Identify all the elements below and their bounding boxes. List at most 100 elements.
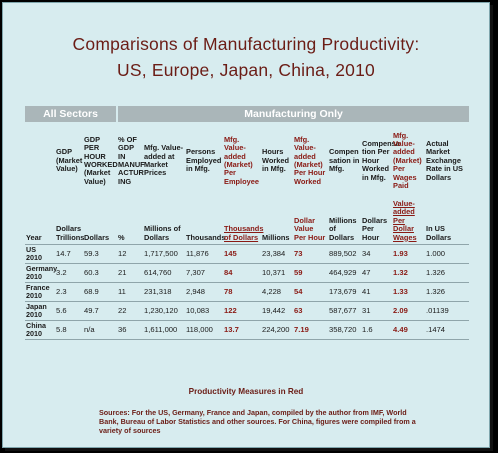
table-cell: 13.7: [223, 320, 262, 341]
country-name: US: [26, 245, 36, 255]
column-unit: Thousands: [185, 200, 225, 246]
column-header: % OF GDP IN MANUF ACTUR ING: [118, 134, 145, 186]
table-cell: 54: [293, 282, 329, 303]
country-name: Japan: [26, 302, 47, 312]
table-cell: 464,929: [328, 263, 362, 284]
document-frame: Comparisons of Manufacturing Productivit…: [2, 2, 490, 448]
page-title: Comparisons of Manufacturing Productivit…: [3, 31, 489, 83]
table-cell: 10,083: [185, 301, 224, 322]
column-header: Mfg. Value-added at Market Prices: [144, 143, 184, 178]
title-line-2: US, Europe, Japan, China, 2010: [117, 60, 375, 80]
table-cell: 49.7: [83, 301, 118, 322]
table-cell: 34: [361, 244, 393, 265]
country-year: 2010: [26, 291, 42, 301]
row-country: France 2010: [25, 282, 55, 303]
table-cell: 36: [117, 320, 144, 341]
table-row: Japan 2010 5.6 49.7 22 1,230,120 10,083 122 19,4…: [25, 301, 470, 322]
table-cell: .1474: [425, 320, 470, 341]
table-cell: 21: [117, 263, 144, 284]
table-cell: 59: [293, 263, 329, 284]
column-header: Mfg. Value-added (Market) Per Employee: [224, 134, 259, 186]
table-cell: .01139: [425, 301, 470, 322]
country-year: 2010: [26, 329, 42, 339]
table-cell: 78: [223, 282, 262, 303]
country-year: 2010: [26, 253, 42, 263]
table-cell: 224,200: [261, 320, 294, 341]
table-cell: 59.3: [83, 244, 118, 265]
table-cell: n/a: [83, 320, 118, 341]
table-cell: 1.6: [361, 320, 393, 341]
table-cell: 614,760: [143, 263, 186, 284]
country-name: China: [26, 321, 46, 331]
table-cell: 1.000: [425, 244, 470, 265]
country-name: Germany: [26, 264, 58, 274]
title-line-1: Comparisons of Manufacturing Productivit…: [72, 34, 420, 54]
table-cell: 10,371: [261, 263, 294, 284]
table-cell: 47: [361, 263, 393, 284]
table-cell: 1,611,000: [143, 320, 186, 341]
column-unit: %: [117, 200, 144, 246]
table-cell: 889,502: [328, 244, 362, 265]
column-unit: Year: [25, 200, 55, 246]
column-header: GDP (Market Value): [56, 147, 83, 174]
section-band-row: All Sectors Manufacturing Only: [25, 106, 470, 122]
row-country: Japan 2010: [25, 301, 55, 322]
table-row: Germany 2010 3.2 60.3 21 614,760 7,307 84 10,371…: [25, 263, 470, 284]
table-cell: 7.19: [293, 320, 329, 341]
table-cell: 2.09: [392, 301, 426, 322]
column-header: [25, 122, 55, 200]
column-header: GDP PER HOUR WORKED (Market Value): [84, 134, 118, 186]
column-header: Compensa tion Per Hour Worked in Mfg.: [362, 138, 400, 182]
table-cell: 73: [293, 244, 329, 265]
column-unit: Dollars Per Hour: [361, 200, 393, 246]
column-unit: Millions of Dollars: [328, 200, 362, 246]
table-cell: 2.3: [55, 282, 83, 303]
table-cell: 1.93: [392, 244, 426, 265]
country-name: France: [26, 283, 50, 293]
column-header: Persons Employed in Mfg.: [186, 147, 222, 174]
productivity-table-wrapper: All Sectors Manufacturing Only GDP (Mark…: [25, 106, 470, 341]
table-row: China 2010 5.8 n/a 36 1,611,000 118,000 13.7 224…: [25, 320, 470, 341]
table-row: US 2010 14.7 59.3 12 1,717,500 11,876 145 23,384…: [25, 244, 470, 265]
table-cell: 11,876: [185, 244, 224, 265]
column-unit: Thousands of Dollars: [223, 200, 263, 246]
productivity-note: Productivity Measures in Red: [188, 387, 304, 396]
table-cell: 60.3: [83, 263, 118, 284]
table-cell: 23,384: [261, 244, 294, 265]
country-year: 2010: [26, 272, 42, 282]
table-cell: 7,307: [185, 263, 224, 284]
table-cell: 2,948: [185, 282, 224, 303]
table-cell: 1.33: [392, 282, 426, 303]
table-cell: 1,230,120: [143, 301, 186, 322]
column-header-row: GDP (Market Value) GDP PER HOUR WORKED (M…: [25, 122, 469, 200]
table-cell: 4.49: [392, 320, 426, 341]
table-cell: 122: [223, 301, 262, 322]
table-cell: 1.326: [425, 263, 470, 284]
column-header: Hours Worked in Mfg.: [262, 147, 289, 174]
row-country: US 2010: [25, 244, 55, 265]
country-year: 2010: [26, 310, 42, 320]
table-cell: 63: [293, 301, 329, 322]
table-cell: 4,228: [261, 282, 294, 303]
column-header: Mfg. Value-added (Market) Per Hour Worke…: [294, 134, 326, 186]
sources-text: Sources: For the US, Germany, France and…: [99, 408, 416, 435]
table-cell: 22: [117, 301, 144, 322]
row-country: Germany 2010: [25, 263, 58, 284]
column-header: Mfg. Value-added (Market) Per Wages Paid: [393, 130, 422, 191]
table-cell: 1.32: [392, 263, 426, 284]
table-cell: 358,720: [328, 320, 362, 341]
table-cell: 587,677: [328, 301, 362, 322]
table-cell: 12: [117, 244, 144, 265]
column-unit: Dollars: [83, 200, 118, 246]
column-unit: Dollar Value Per Hour: [293, 200, 329, 246]
table-cell: 145: [223, 244, 262, 265]
table-cell: 5.8: [55, 320, 83, 341]
unit-row: Year Dollars Trillions Dollars% Millions of…: [25, 199, 470, 246]
column-unit: Value-added Per Dollar Wages: [392, 199, 426, 246]
column-unit: Millions of Dollars: [143, 200, 186, 246]
table-cell: 231,318: [143, 282, 186, 303]
table-cell: 11: [117, 282, 144, 303]
table-cell: 41: [361, 282, 393, 303]
table-cell: 14.7: [55, 244, 83, 265]
table-cell: 173,679: [328, 282, 362, 303]
